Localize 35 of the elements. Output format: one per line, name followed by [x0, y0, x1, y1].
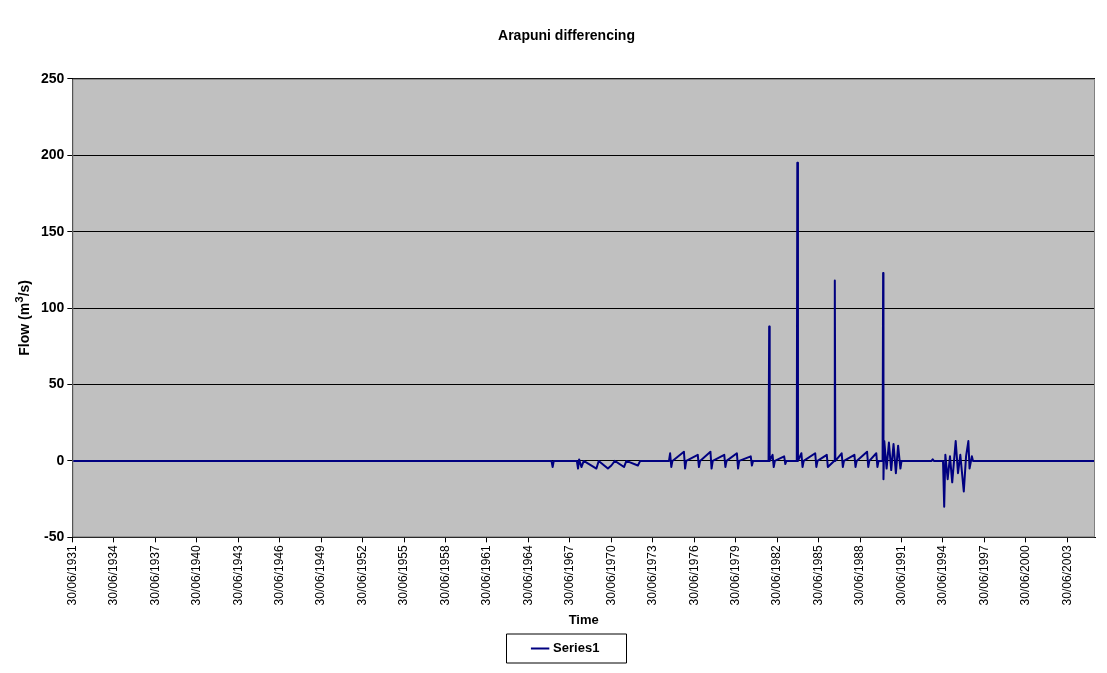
x-tick-label: 30/06/1940: [189, 545, 204, 606]
chart-title: Arapuni differencing: [498, 27, 635, 44]
x-tick-label: 30/06/1967: [562, 545, 577, 606]
y-tick-label: 100: [41, 298, 65, 315]
x-tick-label: 30/06/1937: [147, 545, 162, 606]
x-tick-label: 30/06/1976: [686, 545, 701, 606]
x-tick-label: 30/06/1985: [810, 545, 825, 606]
x-tick-label: 30/06/1949: [313, 545, 328, 606]
y-tick-label: 200: [41, 146, 65, 163]
x-tick-label: 30/06/1943: [230, 545, 245, 606]
x-tick-label: 30/06/1952: [354, 545, 369, 606]
x-tick-label: 30/06/2000: [1018, 545, 1033, 606]
x-tick-label: 30/06/1964: [520, 545, 535, 606]
x-tick-label: 30/06/1982: [769, 545, 784, 606]
x-tick-label: 30/06/1994: [935, 545, 950, 606]
y-tick-label: -50: [44, 528, 65, 545]
x-axis-title: Time: [568, 611, 599, 627]
y-tick-label: 250: [41, 69, 65, 86]
x-tick-label: 30/06/1970: [603, 545, 618, 606]
x-tick-label: 30/06/1979: [727, 545, 742, 606]
x-tick-label: 30/06/1988: [852, 545, 867, 606]
x-tick-label: 30/06/1997: [976, 545, 991, 606]
x-tick-label: 30/06/1961: [479, 545, 494, 606]
x-tick-label: 30/06/1934: [106, 545, 121, 606]
x-tick-label: 30/06/1958: [437, 545, 452, 606]
x-tick-label: 30/06/1973: [645, 545, 660, 606]
y-tick-label: 150: [41, 222, 65, 239]
x-tick-label: 30/06/1931: [64, 545, 79, 606]
x-tick-label: 30/06/1955: [396, 545, 411, 606]
y-tick-label: 50: [48, 375, 65, 392]
x-tick-label: 30/06/2003: [1059, 545, 1074, 606]
legend-label: Series1: [553, 640, 600, 656]
x-tick-label: 30/06/1946: [271, 545, 286, 606]
x-tick-label: 30/06/1991: [893, 545, 908, 606]
y-tick-label: 0: [56, 451, 65, 468]
